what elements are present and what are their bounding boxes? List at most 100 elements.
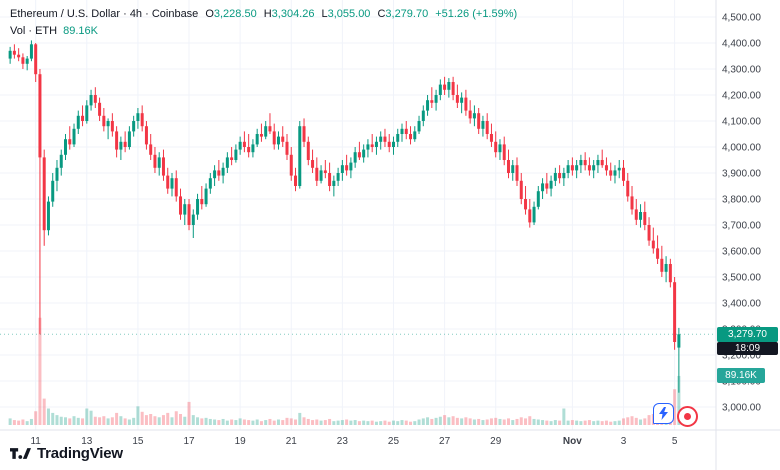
candle-body: [281, 136, 285, 142]
symbol-title[interactable]: Ethereum / U.S. Dollar · 4h · Coinbase: [10, 8, 199, 20]
volume-bar: [234, 420, 238, 425]
price-tick-label: 4,100.00: [722, 117, 761, 128]
volume-bar: [12, 420, 16, 425]
volume-bar: [166, 412, 170, 425]
chart-sticker-record-icon[interactable]: [677, 406, 698, 427]
volume-bar: [64, 417, 68, 425]
volume-bar: [447, 417, 451, 425]
candle-body: [515, 165, 519, 181]
volume-bar: [391, 420, 395, 425]
candle-body: [251, 144, 255, 153]
volume-value-badge[interactable]: 89.16K: [717, 368, 765, 384]
volume-bar: [302, 417, 306, 425]
volume-bar: [600, 421, 604, 425]
volume-bar: [498, 418, 502, 425]
candle-body: [157, 157, 161, 168]
time-tick-label: 3: [621, 436, 627, 447]
volume-bar: [515, 418, 519, 425]
tradingview-logo-icon: [10, 448, 31, 459]
volume-bar: [379, 421, 383, 425]
volume-bar: [528, 416, 532, 425]
candle-body: [613, 170, 617, 176]
volume-bar: [161, 415, 165, 425]
volume-bar: [238, 418, 242, 425]
candle-body: [174, 178, 178, 197]
volume-bar: [115, 412, 119, 425]
candle-body: [127, 131, 131, 147]
candle-body: [294, 175, 298, 186]
candle-body: [575, 165, 579, 171]
candle-body: [340, 165, 344, 173]
volume-bar: [519, 417, 523, 425]
chart-sticker-lightning-icon[interactable]: [653, 403, 674, 424]
candle-body: [332, 180, 336, 186]
candle-body: [592, 165, 596, 171]
candle-body: [115, 131, 119, 150]
volume-bar: [677, 375, 681, 425]
candle-body: [213, 170, 217, 179]
volume-bar: [59, 416, 63, 425]
volume-bar: [570, 420, 574, 425]
volume-bar: [259, 421, 263, 425]
volume-bar: [404, 420, 408, 425]
candle-body: [247, 147, 251, 153]
price-tick-label: 4,400.00: [722, 39, 761, 50]
volume-bar: [98, 417, 102, 425]
volume-bar: [673, 389, 677, 425]
volume-bar: [298, 412, 302, 425]
candle-body: [55, 167, 59, 181]
candle-body: [276, 136, 280, 145]
volume-bar: [132, 417, 136, 425]
last-price-badge[interactable]: 3,279.70: [717, 326, 778, 342]
candle-body: [558, 173, 562, 179]
candle-body: [166, 175, 170, 189]
volume-bar: [183, 416, 187, 425]
volume-bar: [93, 416, 97, 425]
candle-body: [21, 57, 25, 64]
candle-body: [42, 157, 46, 231]
volume-bar: [230, 419, 234, 425]
bar-countdown-badge[interactable]: 18:09: [717, 341, 778, 355]
volume-bar: [443, 415, 447, 425]
volume-bar: [311, 420, 315, 425]
volume-bar: [21, 419, 25, 425]
volume-bar: [626, 417, 630, 425]
price-tick-label: 3,800.00: [722, 195, 761, 206]
candle-body: [353, 152, 357, 163]
volume-bar: [140, 411, 144, 425]
volume-bar: [370, 420, 374, 425]
candle-body: [272, 131, 276, 145]
price-tick-label: 4,200.00: [722, 91, 761, 102]
candle-body: [144, 126, 148, 145]
volume-study-label[interactable]: Vol · ETH: [10, 25, 58, 37]
volume-bar: [639, 419, 643, 425]
tradingview-logo-link[interactable]: TradingView: [10, 445, 123, 462]
volume-bar: [34, 411, 38, 425]
lightning-bolt-icon: [659, 407, 668, 420]
candle-body: [536, 191, 540, 207]
volume-bar: [255, 419, 259, 425]
price-tick-label: 3,400.00: [722, 299, 761, 310]
record-dot-icon: [684, 413, 691, 420]
candle-body: [494, 141, 498, 153]
volume-bar: [409, 421, 413, 425]
candle-body: [545, 183, 549, 189]
volume-bar: [17, 420, 21, 425]
candle-body: [677, 334, 681, 348]
price-tick-label: 3,500.00: [722, 273, 761, 284]
candle-body: [370, 144, 374, 147]
candle-body: [519, 180, 523, 199]
candle-body: [136, 113, 140, 121]
candle-body: [656, 248, 660, 259]
volume-bar: [306, 418, 310, 425]
candle-body: [426, 100, 430, 111]
candle-body: [234, 149, 238, 160]
volume-bar: [225, 420, 229, 425]
candle-body: [404, 128, 408, 134]
candle-body: [187, 204, 191, 225]
volume-bar: [647, 415, 651, 425]
candle-body: [238, 141, 242, 150]
candle-body: [204, 188, 208, 205]
volume-bar: [179, 414, 183, 425]
